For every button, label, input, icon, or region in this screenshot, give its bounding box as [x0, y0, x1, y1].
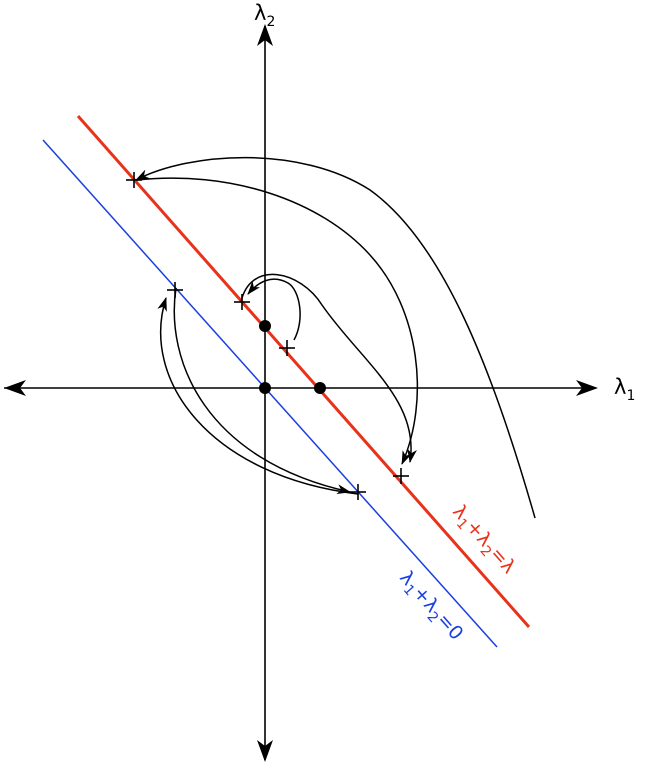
saddle-point-blue-low: [350, 484, 366, 500]
y-axis-label: λ2: [254, 1, 275, 30]
saddle-point-blue-top: [167, 282, 183, 298]
red-line-sum-lambda: [76, 115, 531, 628]
fixed-point-origin: [259, 382, 271, 394]
fixed-point-y-axis: [259, 320, 271, 332]
svg-text:λ1+λ2=0: λ1+λ2=0: [392, 567, 467, 647]
y-axis-top-arrow: [257, 24, 273, 46]
fixed-point-x-axis: [314, 382, 326, 394]
saddle-point-red-top: [126, 172, 142, 188]
flow-curve-small-loop: [247, 278, 301, 341]
y-axis-bottom-arrow: [257, 740, 273, 762]
flow-curve-top-down: [135, 177, 419, 465]
fixed-points: [259, 320, 326, 394]
blue-line-label: λ1+λ2=0: [392, 567, 467, 647]
flow-curves: [135, 156, 536, 519]
flow-curve-outer-top: [135, 156, 536, 519]
saddle-point-red-low: [393, 468, 409, 484]
blue-line-sum-zero: [42, 139, 498, 648]
flow-curve-left-down: [173, 287, 351, 495]
saddle-point-red-mid: [234, 294, 250, 310]
flow-curve-mid-down: [240, 273, 417, 463]
x-axis-label: λ1: [614, 375, 635, 404]
x-axis-right-arrow: [576, 380, 598, 396]
red-line-label: λ1+λ2=λ: [445, 501, 520, 581]
x-axis-left-arrow: [4, 380, 26, 396]
svg-text:λ1+λ2=λ: λ1+λ2=λ: [445, 501, 520, 581]
flow-curve-left-up: [157, 297, 359, 495]
saddle-point-red-near: [279, 340, 295, 356]
saddle-points: [126, 172, 409, 500]
